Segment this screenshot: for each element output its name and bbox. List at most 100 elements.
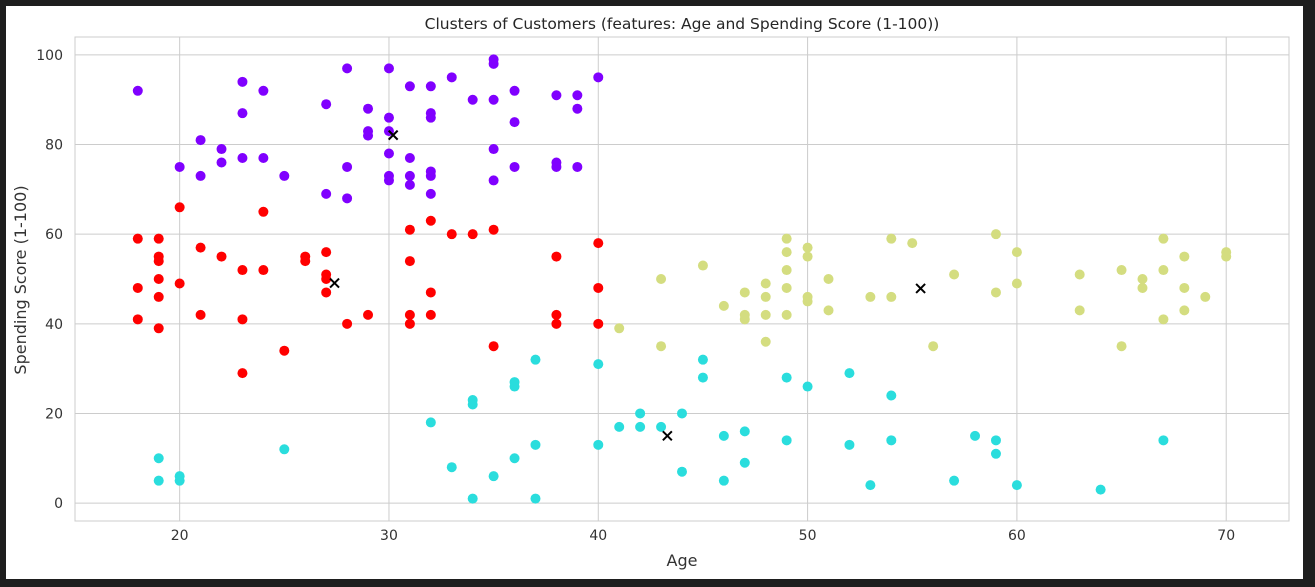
data-point (1179, 305, 1190, 316)
data-point (467, 94, 478, 105)
data-point (697, 260, 708, 271)
data-point (195, 135, 206, 146)
data-point (174, 475, 185, 486)
data-point (593, 238, 604, 249)
data-point (153, 274, 164, 284)
data-point (300, 256, 311, 267)
data-point (697, 354, 708, 365)
data-point (383, 63, 394, 74)
data-point (383, 175, 394, 186)
data-point (572, 161, 583, 172)
data-point (593, 359, 604, 370)
data-point (718, 475, 729, 486)
data-point (279, 444, 290, 455)
data-point (1074, 269, 1085, 280)
data-point (363, 130, 374, 141)
data-point (551, 318, 562, 329)
data-point (425, 417, 436, 428)
data-point (949, 475, 960, 486)
x-axis-label: Age (667, 551, 698, 570)
data-point (1011, 278, 1022, 289)
data-point (551, 251, 562, 262)
data-point (363, 103, 374, 114)
data-point (404, 224, 415, 235)
data-point (823, 305, 834, 316)
data-point (990, 435, 1001, 446)
scatter-plot: 20 30 40 50 60 70 0 20 40 60 80 100 Clusters of Cu… (11, 15, 1290, 570)
data-point (342, 63, 353, 74)
data-point (509, 85, 520, 96)
data-point (886, 390, 897, 401)
y-axis-ticks: 0 20 40 60 80 100 (36, 48, 63, 512)
data-point (237, 153, 248, 163)
data-point (739, 314, 750, 325)
data-point (530, 439, 541, 450)
centroid-marker (329, 277, 340, 289)
data-point (467, 229, 478, 240)
data-point (509, 161, 520, 172)
data-point (760, 336, 771, 347)
data-point (425, 112, 436, 123)
data-point (865, 480, 876, 491)
data-point (467, 493, 478, 504)
data-point (321, 247, 332, 258)
data-point (1158, 435, 1169, 446)
data-point (321, 99, 332, 110)
data-point (1011, 247, 1022, 258)
data-point (530, 354, 541, 365)
x-tick-label: 60 (1008, 528, 1026, 544)
data-point (886, 291, 897, 302)
data-point (342, 193, 353, 204)
data-point (1158, 314, 1169, 325)
data-point (1158, 233, 1169, 244)
data-point (760, 278, 771, 289)
chart-title: Clusters of Customers (features: Age and… (425, 15, 940, 33)
data-point (132, 233, 143, 244)
centroid-stroke (915, 283, 926, 294)
data-point (1011, 480, 1022, 491)
data-point (132, 282, 143, 293)
data-point (656, 341, 667, 352)
data-point (216, 157, 227, 168)
data-point (739, 287, 750, 298)
data-point (886, 233, 897, 244)
centroid-stroke (387, 129, 399, 141)
data-point (425, 309, 436, 320)
x-tick-label: 70 (1217, 528, 1235, 544)
data-point (593, 282, 604, 293)
data-point (802, 242, 813, 253)
data-point (342, 161, 353, 172)
y-tick-label: 80 (45, 138, 63, 154)
data-point (593, 318, 604, 329)
centroid-marker (662, 430, 673, 442)
data-point (132, 85, 143, 96)
data-point (258, 153, 269, 163)
data-point (781, 435, 792, 446)
data-point (551, 161, 562, 172)
data-point (404, 309, 415, 320)
data-point (781, 265, 792, 276)
data-point (781, 309, 792, 320)
data-point (237, 108, 248, 119)
data-point (132, 314, 143, 325)
data-point (677, 466, 687, 477)
data-points (132, 54, 1232, 504)
data-point (551, 309, 562, 320)
y-tick-label: 20 (45, 406, 63, 422)
data-point (509, 381, 520, 392)
data-point (1137, 274, 1148, 284)
data-point (551, 90, 562, 101)
data-point (1179, 282, 1190, 293)
data-point (530, 493, 541, 504)
data-point (237, 76, 248, 87)
data-point (342, 318, 353, 329)
centroid-markers (329, 129, 926, 442)
data-point (321, 274, 332, 284)
data-point (425, 170, 436, 181)
data-point (404, 153, 415, 163)
data-point (1074, 305, 1085, 316)
data-point (635, 408, 646, 419)
x-tick-label: 30 (380, 528, 398, 544)
data-point (593, 72, 604, 83)
data-point (614, 421, 625, 432)
